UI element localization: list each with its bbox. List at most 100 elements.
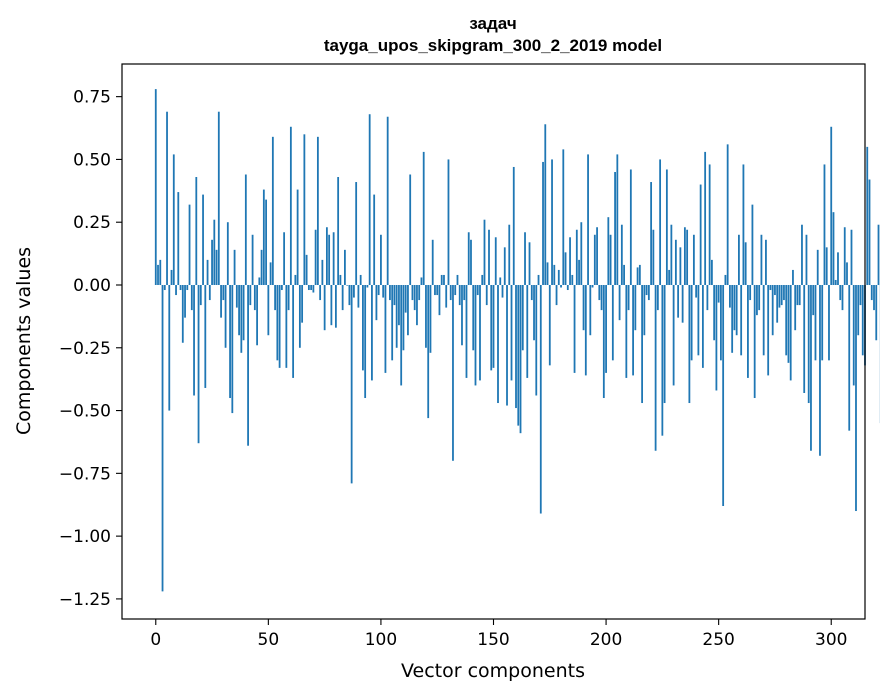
bar-265 (751, 204, 754, 285)
bar-37 (238, 285, 240, 336)
bar-110 (402, 285, 405, 351)
y-axis-ticks: 0.75 0.50 0.25 0.00 −0.25 −0.50 −0.75 −1.00 −1.2… (59, 88, 122, 610)
bar-221 (652, 229, 655, 285)
bar-200 (605, 285, 607, 373)
bar-53 (274, 285, 276, 311)
bar-160 (515, 285, 517, 409)
bar-307 (846, 262, 848, 285)
bar-172 (542, 161, 544, 285)
y-tick-label: −1.25 (59, 590, 111, 610)
bar-155 (503, 247, 506, 285)
bar-65 (301, 285, 304, 323)
bar-123 (431, 239, 434, 285)
bar-59 (287, 285, 290, 311)
bar-312 (857, 285, 860, 336)
bar-197 (598, 285, 601, 301)
x-tick-label: 150 (477, 630, 509, 650)
bar-270 (762, 285, 765, 356)
bar-47 (260, 249, 263, 285)
bar-62 (294, 274, 297, 285)
bar-25 (211, 239, 213, 285)
bar-184 (569, 237, 571, 285)
bar-239 (692, 234, 695, 285)
bar-279 (783, 285, 785, 301)
bar-257 (733, 285, 736, 331)
bar-227 (665, 169, 668, 285)
chart-title: задач (469, 14, 516, 33)
bar-185 (571, 274, 574, 285)
bar-223 (656, 285, 659, 311)
bar-77 (328, 234, 331, 285)
bar-72 (316, 136, 319, 285)
bar-97 (373, 194, 376, 285)
bar-132 (452, 285, 454, 461)
bar-272 (767, 285, 770, 376)
bar-147 (485, 285, 488, 306)
bar-295 (819, 285, 821, 456)
bar-205 (616, 154, 619, 285)
bar-174 (546, 262, 549, 285)
bar-210 (627, 285, 630, 311)
bar-271 (765, 239, 767, 285)
bar-156 (506, 285, 508, 406)
bar-252 (722, 285, 725, 506)
bar-34 (231, 285, 234, 414)
bar-263 (747, 285, 749, 378)
bar-220 (650, 182, 653, 285)
bar-41 (247, 285, 249, 446)
bar-19 (197, 285, 200, 444)
bar-183 (566, 285, 569, 291)
bar-51 (269, 262, 272, 285)
bar-242 (699, 184, 702, 285)
bar-281 (787, 285, 790, 363)
y-tick-label: 0.25 (73, 213, 111, 233)
bar-164 (524, 232, 526, 285)
bar-144 (479, 285, 481, 381)
bar-258 (735, 285, 738, 336)
bar-45 (256, 285, 258, 346)
bar-236 (686, 229, 689, 285)
bar-187 (575, 229, 578, 285)
bar-90 (357, 285, 360, 308)
bar-202 (609, 234, 612, 285)
bar-111 (404, 285, 407, 313)
bar-163 (521, 285, 524, 351)
bar-189 (580, 222, 583, 285)
bar-317 (868, 179, 871, 285)
bar-287 (801, 224, 803, 285)
bar-280 (785, 285, 788, 356)
bar-108 (398, 285, 400, 326)
bar-313 (859, 285, 862, 306)
bar-87 (350, 285, 353, 484)
bar-91 (359, 274, 362, 285)
bar-117 (418, 285, 421, 301)
bar-10 (177, 192, 180, 285)
bar-157 (508, 224, 511, 285)
bar-39 (242, 285, 245, 341)
bar-24 (208, 285, 211, 301)
bar-278 (780, 285, 783, 306)
bar-58 (285, 285, 288, 368)
bar-299 (828, 285, 830, 361)
bar-294 (816, 249, 819, 285)
bar-300 (830, 126, 833, 285)
x-axis-label: Vector components (401, 660, 585, 682)
bar-145 (481, 274, 484, 285)
x-tick-label: 250 (702, 630, 734, 650)
bar-15 (188, 204, 191, 285)
bar-286 (798, 285, 801, 306)
bar-259 (738, 234, 740, 285)
bar-230 (672, 285, 675, 386)
bar-27 (215, 249, 218, 285)
bar-94 (366, 285, 369, 288)
bar-198 (600, 285, 603, 311)
bar-243 (701, 285, 704, 368)
bar-232 (677, 285, 680, 318)
bar-124 (434, 285, 436, 296)
bar-3 (161, 285, 164, 592)
bar-28 (217, 111, 220, 285)
y-tick-label: −1.00 (59, 527, 111, 547)
bar-49 (265, 199, 267, 285)
bar-212 (632, 285, 634, 376)
